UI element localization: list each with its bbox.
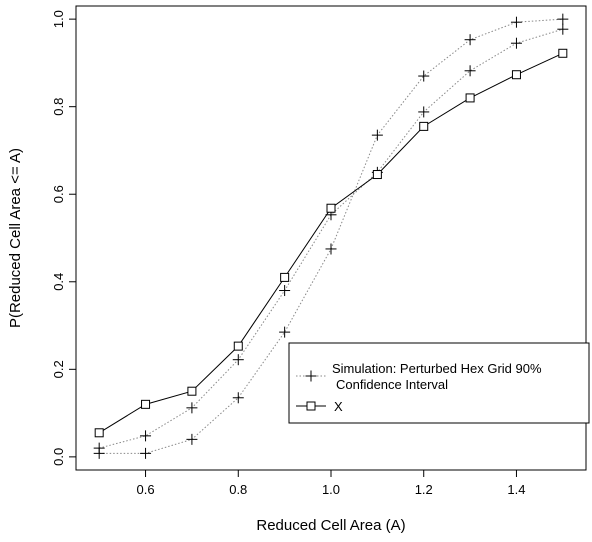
plus-marker (186, 433, 198, 445)
x-tick-label: 1.0 (322, 482, 340, 497)
plus-marker (510, 37, 522, 49)
plus-marker (140, 447, 152, 459)
square-marker (187, 386, 197, 396)
legend-square-marker (306, 401, 316, 411)
y-tick-label: 1.0 (51, 10, 66, 28)
legend-plus-marker (305, 370, 317, 382)
square-marker (419, 121, 429, 131)
legend-box (288, 342, 590, 424)
x-tick-label: 1.2 (415, 482, 433, 497)
square-marker (558, 48, 568, 58)
plus-marker (232, 392, 244, 404)
plus-marker (279, 285, 291, 297)
plus-marker (464, 65, 476, 77)
legend: Simulation: Perturbed Hex Grid 90% Confi… (288, 342, 590, 424)
square-marker (372, 170, 382, 180)
plus-marker (93, 442, 105, 454)
x-axis-title: Reduced Cell Area (A) (256, 517, 405, 534)
y-tick-label: 0.8 (51, 98, 66, 116)
square-marker (280, 272, 290, 282)
square-marker (326, 203, 336, 213)
plus-marker (371, 129, 383, 141)
square-marker (511, 70, 521, 80)
plus-marker (464, 34, 476, 46)
y-axis: 0.0 0.2 0.4 0.6 0.8 1.0 (51, 10, 76, 466)
plus-marker (418, 106, 430, 118)
square-marker (94, 428, 104, 438)
y-tick-label: 0.2 (51, 360, 66, 378)
plus-marker (510, 16, 522, 28)
plus-marker (232, 354, 244, 366)
legend-label-x: X (334, 399, 343, 414)
series-line-1 (99, 28, 563, 449)
y-tick-label: 0.0 (51, 448, 66, 466)
x-axis: 0.6 0.8 1.0 1.2 1.4 (137, 470, 525, 497)
y-tick-label: 0.6 (51, 185, 66, 203)
y-tick-label: 0.4 (51, 273, 66, 291)
plus-marker (418, 70, 430, 82)
square-marker (141, 399, 151, 409)
plus-marker (140, 430, 152, 442)
x-tick-label: 1.4 (507, 482, 525, 497)
plus-marker (557, 23, 569, 35)
x-tick-label: 0.6 (137, 482, 155, 497)
plus-marker (186, 402, 198, 414)
legend-label-simulation-line2: Confidence Interval (336, 377, 448, 392)
square-marker (233, 341, 243, 351)
x-tick-label: 0.8 (229, 482, 247, 497)
plus-marker (279, 326, 291, 338)
square-marker (465, 93, 475, 103)
plus-marker (325, 243, 337, 255)
legend-label-simulation-line1: Simulation: Perturbed Hex Grid 90% (332, 361, 542, 376)
series-layer (93, 13, 569, 459)
plus-marker (557, 13, 569, 25)
y-axis-title: P(Reduced Cell Area <= A) (7, 148, 24, 328)
